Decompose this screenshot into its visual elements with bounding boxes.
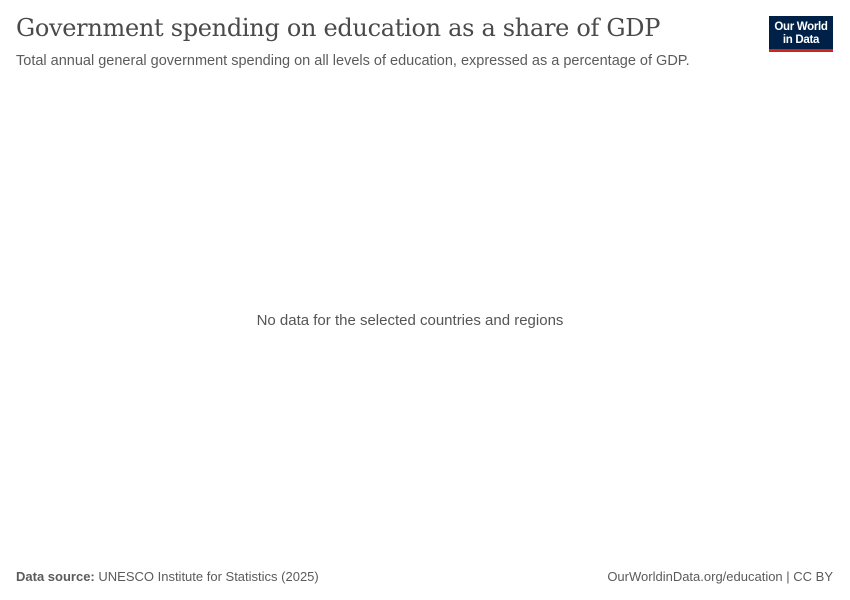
- no-data-message: No data for the selected countries and r…: [0, 312, 820, 329]
- data-source[interactable]: Data source: UNESCO Institute for Statis…: [16, 569, 319, 584]
- source-label: Data source:: [16, 569, 95, 584]
- no-data-text: No data for the selected countries and r…: [256, 312, 564, 329]
- owid-logo[interactable]: Our World in Data: [769, 16, 833, 52]
- license-link[interactable]: OurWorldinData.org/education | CC BY: [607, 569, 833, 584]
- logo-line-1: Our World: [774, 21, 828, 33]
- chart-title: Government spending on education as a sh…: [16, 14, 661, 42]
- source-value: UNESCO Institute for Statistics (2025): [98, 569, 319, 584]
- logo-line-2: in Data: [782, 33, 820, 46]
- chart-subtitle: Total annual general government spending…: [16, 53, 690, 69]
